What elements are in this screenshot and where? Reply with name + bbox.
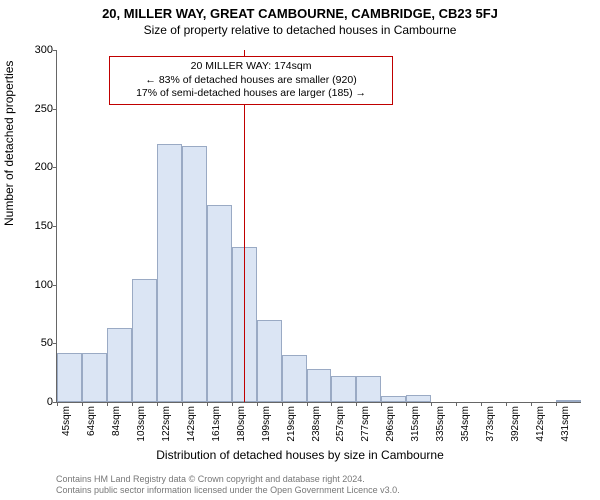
annotation-line3: 17% of semi-detached houses are larger (… [116, 87, 386, 101]
x-tick-mark [232, 402, 233, 406]
x-tick-label: 64sqm [86, 406, 97, 436]
x-tick-mark [157, 402, 158, 406]
histogram-bar [57, 353, 82, 402]
x-tick-mark [531, 402, 532, 406]
annotation-box: 20 MILLER WAY: 174sqm ← 83% of detached … [109, 56, 393, 105]
y-tick-label: 200 [23, 161, 57, 173]
y-tick-label: 50 [23, 337, 57, 349]
histogram-bar [381, 396, 406, 402]
x-tick-label: 335sqm [435, 406, 446, 442]
y-tick-label: 250 [23, 103, 57, 115]
x-tick-label: 180sqm [236, 406, 247, 442]
x-tick-mark [556, 402, 557, 406]
x-tick-label: 431sqm [560, 406, 571, 442]
footer-line1: Contains HM Land Registry data © Crown c… [56, 474, 580, 485]
x-tick-label: 238sqm [311, 406, 322, 442]
histogram-bar [307, 369, 332, 402]
x-tick-mark [481, 402, 482, 406]
y-tick-mark [53, 167, 57, 168]
x-tick-mark [406, 402, 407, 406]
y-tick-label: 100 [23, 279, 57, 291]
x-tick-mark [431, 402, 432, 406]
x-tick-mark [207, 402, 208, 406]
x-tick-mark [182, 402, 183, 406]
annotation-line1: 20 MILLER WAY: 174sqm [116, 60, 386, 74]
x-tick-label: 122sqm [161, 406, 172, 442]
y-tick-mark [53, 226, 57, 227]
x-tick-mark [82, 402, 83, 406]
x-tick-label: 296sqm [385, 406, 396, 442]
x-tick-label: 161sqm [211, 406, 222, 442]
x-tick-mark [132, 402, 133, 406]
x-tick-mark [331, 402, 332, 406]
x-tick-label: 45sqm [61, 406, 72, 436]
histogram-bar [107, 328, 132, 402]
x-tick-label: 219sqm [286, 406, 297, 442]
x-tick-label: 392sqm [510, 406, 521, 442]
plot-area: 20 MILLER WAY: 174sqm ← 83% of detached … [56, 50, 581, 403]
x-axis-label: Distribution of detached houses by size … [0, 448, 600, 462]
x-tick-mark [456, 402, 457, 406]
x-tick-label: 373sqm [485, 406, 496, 442]
x-tick-label: 412sqm [535, 406, 546, 442]
x-tick-mark [257, 402, 258, 406]
histogram-bar [257, 320, 282, 402]
x-tick-mark [381, 402, 382, 406]
y-tick-mark [53, 285, 57, 286]
footer: Contains HM Land Registry data © Crown c… [56, 474, 580, 496]
annotation-line2: ← 83% of detached houses are smaller (92… [116, 74, 386, 88]
histogram-bar [406, 395, 431, 402]
x-tick-label: 257sqm [335, 406, 346, 442]
x-tick-mark [57, 402, 58, 406]
x-tick-label: 84sqm [111, 406, 122, 436]
y-tick-mark [53, 109, 57, 110]
histogram-bar [282, 355, 307, 402]
chart-subtitle: Size of property relative to detached ho… [0, 21, 600, 37]
x-tick-label: 277sqm [360, 406, 371, 442]
x-tick-label: 199sqm [261, 406, 272, 442]
histogram-bar [556, 400, 581, 402]
histogram-bar [331, 376, 356, 402]
x-tick-mark [307, 402, 308, 406]
x-tick-label: 142sqm [186, 406, 197, 442]
histogram-bar [132, 279, 157, 402]
x-tick-label: 315sqm [410, 406, 421, 442]
x-tick-mark [356, 402, 357, 406]
x-tick-mark [282, 402, 283, 406]
histogram-bar [157, 144, 182, 402]
y-tick-mark [53, 343, 57, 344]
y-tick-label: 150 [23, 220, 57, 232]
x-tick-label: 103sqm [136, 406, 147, 442]
x-tick-label: 354sqm [460, 406, 471, 442]
histogram-bar [182, 146, 207, 402]
y-tick-mark [53, 50, 57, 51]
chart-container: 20, MILLER WAY, GREAT CAMBOURNE, CAMBRID… [0, 0, 600, 500]
footer-line2: Contains public sector information licen… [56, 485, 580, 496]
histogram-bar [207, 205, 232, 402]
chart-title: 20, MILLER WAY, GREAT CAMBOURNE, CAMBRID… [0, 0, 600, 21]
histogram-bar [356, 376, 381, 402]
x-tick-mark [107, 402, 108, 406]
histogram-bar [82, 353, 107, 402]
y-tick-label: 300 [23, 44, 57, 56]
y-tick-label: 0 [23, 396, 57, 408]
x-tick-mark [506, 402, 507, 406]
y-axis-label: Number of detached properties [2, 61, 16, 226]
